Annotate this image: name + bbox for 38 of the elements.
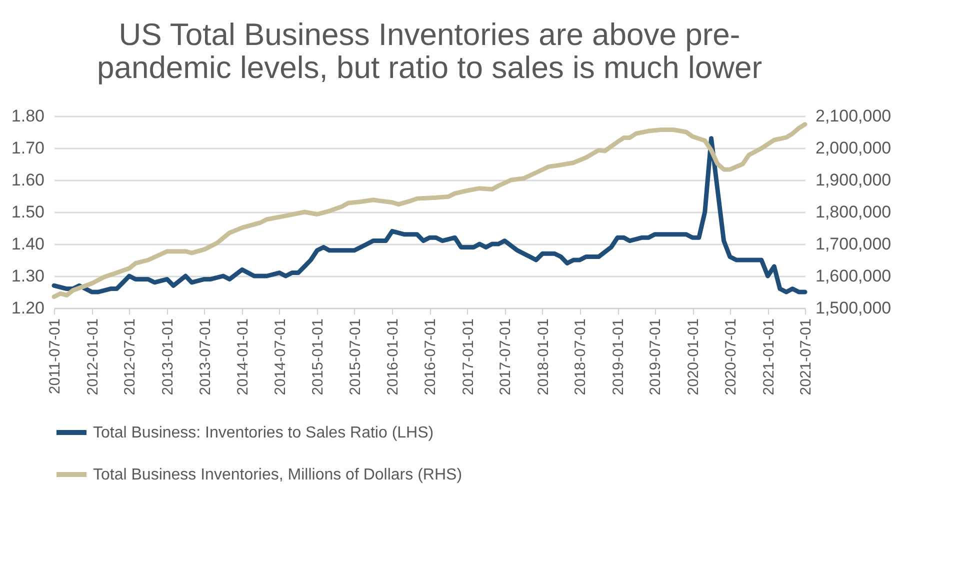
x-tick-label: 2013-07-01 xyxy=(196,318,214,396)
y-tick-label: 1.80 xyxy=(11,106,44,126)
x-tick-label: 2015-01-01 xyxy=(310,318,327,396)
y2-tick-label: 1,900,000 xyxy=(816,170,892,190)
x-tick-label: 2011-07-01 xyxy=(46,318,64,394)
x-tick-label: 2021-07-01 xyxy=(798,318,814,396)
legend-label: Total Business: Inventories to Sales Ratio (LHS) xyxy=(93,424,434,442)
x-tick-label: 2016-01-01 xyxy=(384,318,402,396)
x-tick-label: 2014-01-01 xyxy=(234,318,252,396)
y2-tick-label: 1,600,000 xyxy=(816,266,892,286)
x-tick-label: 2016-07-01 xyxy=(422,318,440,396)
x-tick-label: 2018-01-01 xyxy=(534,318,552,396)
y2-tick-label: 2,000,000 xyxy=(816,138,892,158)
legend-label: Total Business Inventories, Millions of Dollars (RHS) xyxy=(93,466,462,484)
y2-tick-label: 2,100,000 xyxy=(816,106,892,126)
y-tick-label: 1.30 xyxy=(11,266,44,286)
x-tick-label: 2019-07-01 xyxy=(647,318,664,396)
x-tick-label: 2017-07-01 xyxy=(497,318,514,396)
x-tick-label: 2020-01-01 xyxy=(685,318,702,396)
x-tick-label: 2012-07-01 xyxy=(122,318,139,396)
y-tick-label: 1.70 xyxy=(11,138,44,158)
y2-tick-label: 1,800,000 xyxy=(816,202,892,222)
y-tick-label: 1.40 xyxy=(11,234,44,254)
x-tick-label: 2019-01-01 xyxy=(610,318,628,396)
y-tick-label: 1.60 xyxy=(11,170,44,190)
x-tick-label: 2014-07-01 xyxy=(272,318,289,396)
x-tick-label: 2013-01-01 xyxy=(160,318,177,396)
x-tick-label: 2012-01-01 xyxy=(84,318,102,396)
x-tick-label: 2015-07-01 xyxy=(346,318,364,396)
x-tick-label: 2018-07-01 xyxy=(572,318,590,396)
x-tick-label: 2021-01-01 xyxy=(760,318,778,396)
y-tick-label: 1.20 xyxy=(11,298,44,318)
y2-tick-label: 1,500,000 xyxy=(816,298,892,318)
x-tick-label: 2020-07-01 xyxy=(722,318,740,396)
y-tick-label: 1.50 xyxy=(11,202,44,222)
chart-title: US Total Business Inventories are above pre-pandemic levels, but ratio to sales is much lower xyxy=(96,17,762,85)
y2-tick-label: 1,700,000 xyxy=(816,234,892,254)
x-tick-label: 2017-01-01 xyxy=(460,318,477,396)
